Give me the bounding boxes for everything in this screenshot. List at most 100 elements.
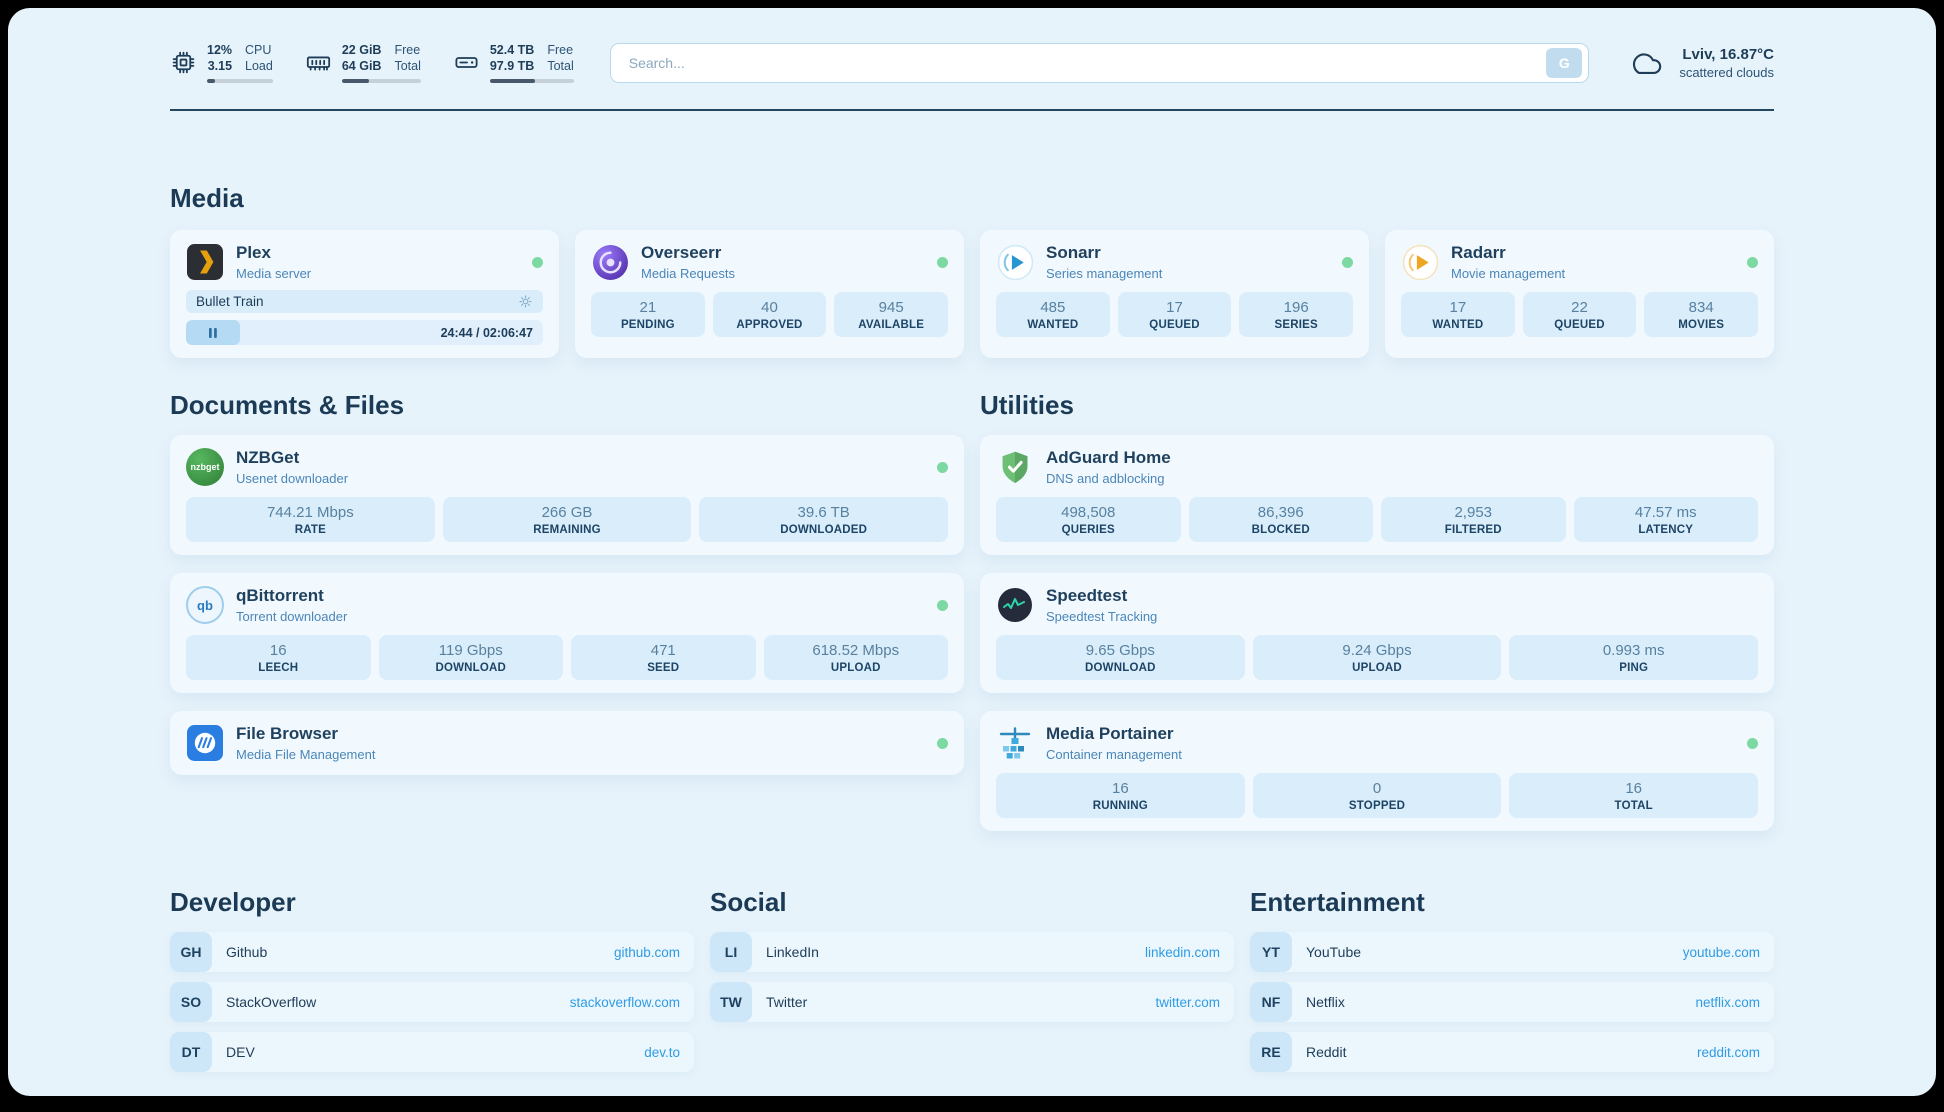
now-playing-title-row: Bullet Train bbox=[186, 290, 543, 313]
bookmark-twitter[interactable]: TW Twitter twitter.com bbox=[710, 982, 1234, 1022]
stat-label: FILTERED bbox=[1444, 524, 1502, 536]
ram-free: 22 GiB bbox=[341, 43, 382, 57]
speedtest-icon bbox=[996, 586, 1034, 624]
stat-box: 16 LEECH bbox=[186, 635, 371, 680]
stat-value: 618.52 Mbps bbox=[812, 642, 900, 659]
disk-icon bbox=[453, 49, 480, 76]
bookmark-abbr: SO bbox=[170, 982, 212, 1022]
stat-label: MOVIES bbox=[1678, 319, 1725, 331]
stat-label: PING bbox=[1619, 662, 1649, 674]
overseerr-card[interactable]: Overseerr Media Requests 21 PENDING 40 A… bbox=[575, 230, 964, 358]
status-dot bbox=[937, 599, 948, 611]
filebrowser-icon bbox=[186, 724, 224, 762]
stat-box: 0 STOPPED bbox=[1252, 773, 1502, 818]
stat-box: 40 APPROVED bbox=[712, 292, 827, 337]
stat-value: 0 bbox=[1372, 780, 1382, 797]
utilities-section-title: Utilities bbox=[980, 390, 1074, 420]
stat-label: LEECH bbox=[258, 662, 299, 674]
social-bookmarks: Social LI LinkedIn linkedin.com TW Twitt… bbox=[710, 887, 1234, 1072]
bookmark-github[interactable]: GH Github github.com bbox=[170, 932, 694, 972]
status-dot bbox=[1747, 737, 1758, 749]
portainer-icon bbox=[996, 724, 1034, 762]
bookmark-name: StackOverflow bbox=[226, 994, 317, 1010]
stat-box: 498,508 QUERIES bbox=[996, 497, 1181, 542]
stat-box: 9.24 Gbps UPLOAD bbox=[1252, 635, 1502, 680]
speedtest-card[interactable]: Speedtest Speedtest Tracking 9.65 Gbps D… bbox=[980, 573, 1774, 693]
stat-box: 17 QUEUED bbox=[1117, 292, 1232, 337]
qbittorrent-card[interactable]: qb qBittorrent Torrent downloader 16 LEE… bbox=[170, 573, 964, 693]
status-dot bbox=[1342, 256, 1353, 268]
sonarr-icon bbox=[996, 243, 1034, 281]
stat-label: STOPPED bbox=[1348, 800, 1406, 812]
nzbget-icon: nzbget bbox=[186, 448, 224, 486]
stat-value: 9.24 Gbps bbox=[1342, 642, 1412, 659]
search-input[interactable] bbox=[626, 53, 1547, 72]
playback-progress-bar[interactable]: 24:44 / 02:06:47 bbox=[186, 320, 543, 345]
app-name: Overseerr bbox=[641, 243, 722, 262]
portainer-card[interactable]: Media Portainer Container management 16 … bbox=[980, 711, 1774, 831]
app-subtitle: Usenet downloader bbox=[236, 471, 349, 486]
dashboard-screen: 12% 3.15 CPU Load bbox=[8, 8, 1936, 1096]
stat-label: QUERIES bbox=[1061, 524, 1115, 536]
bookmark-abbr: YT bbox=[1250, 932, 1292, 972]
bookmark-reddit[interactable]: RE Reddit reddit.com bbox=[1250, 1032, 1774, 1072]
status-dot bbox=[937, 256, 948, 268]
stat-box: 86,396 BLOCKED bbox=[1188, 497, 1373, 542]
bookmark-url: netflix.com bbox=[1695, 994, 1760, 1010]
bookmark-abbr: RE bbox=[1250, 1032, 1292, 1072]
stat-label: WANTED bbox=[1432, 319, 1484, 331]
cpu-bar bbox=[207, 79, 273, 83]
stat-box: 471 SEED bbox=[571, 635, 756, 680]
stat-label: UPLOAD bbox=[1352, 662, 1402, 674]
stat-value: 266 GB bbox=[541, 504, 593, 521]
bookmark-linkedin[interactable]: LI LinkedIn linkedin.com bbox=[710, 932, 1234, 972]
app-subtitle: Media server bbox=[236, 266, 312, 281]
bookmark-dev[interactable]: DT DEV dev.to bbox=[170, 1032, 694, 1072]
disk-free: 52.4 TB bbox=[489, 43, 535, 57]
bookmark-url: reddit.com bbox=[1696, 1044, 1760, 1060]
gear-icon[interactable] bbox=[518, 294, 533, 309]
bookmark-stackoverflow[interactable]: SO StackOverflow stackoverflow.com bbox=[170, 982, 694, 1022]
plex-card[interactable]: Plex Media server Bullet Train 24:44 / 0 bbox=[170, 230, 559, 358]
ram-bar bbox=[341, 79, 421, 83]
cpu-percent: 12% bbox=[207, 43, 233, 57]
bookmark-youtube[interactable]: YT YouTube youtube.com bbox=[1250, 932, 1774, 972]
ram-icon bbox=[305, 49, 332, 76]
media-section: Media Plex Media server Bullet Train bbox=[170, 183, 1774, 358]
stat-box: 945 AVAILABLE bbox=[834, 292, 949, 337]
bookmark-url: twitter.com bbox=[1155, 994, 1220, 1010]
stat-value: 2,953 bbox=[1454, 504, 1493, 521]
bookmark-netflix[interactable]: NF Netflix netflix.com bbox=[1250, 982, 1774, 1022]
stat-value: 47.57 ms bbox=[1634, 504, 1697, 521]
entertainment-section-title: Entertainment bbox=[1250, 887, 1425, 917]
adguard-icon bbox=[996, 448, 1034, 486]
stat-label: TOTAL bbox=[1614, 800, 1653, 812]
stat-box: 22 QUEUED bbox=[1522, 292, 1637, 337]
developer-section-title: Developer bbox=[170, 887, 296, 917]
stat-value: 21 bbox=[639, 299, 657, 316]
app-subtitle: Media File Management bbox=[236, 747, 376, 762]
nzbget-card[interactable]: nzbget NZBGet Usenet downloader 744.21 M… bbox=[170, 435, 964, 555]
filebrowser-card[interactable]: File Browser Media File Management bbox=[170, 711, 964, 775]
stat-label: BLOCKED bbox=[1251, 524, 1310, 536]
search-engine-button[interactable]: G bbox=[1546, 47, 1583, 78]
stat-box: 266 GB REMAINING bbox=[442, 497, 692, 542]
radarr-card[interactable]: Radarr Movie management 17 WANTED 22 QUE… bbox=[1385, 230, 1774, 358]
app-subtitle: Torrent downloader bbox=[236, 609, 348, 624]
stat-value: 119 Gbps bbox=[438, 642, 503, 659]
media-section-title: Media bbox=[170, 183, 244, 213]
stat-value: 9.65 Gbps bbox=[1085, 642, 1155, 659]
status-dot bbox=[1747, 256, 1758, 268]
nzbget-icon-text: nzbget bbox=[190, 462, 220, 472]
bookmark-abbr: GH bbox=[170, 932, 212, 972]
stat-value: 498,508 bbox=[1061, 504, 1116, 521]
app-name: Plex bbox=[236, 243, 271, 262]
stat-box: 39.6 TB DOWNLOADED bbox=[699, 497, 949, 542]
sonarr-card[interactable]: Sonarr Series management 485 WANTED 17 Q… bbox=[980, 230, 1369, 358]
social-section-title: Social bbox=[710, 887, 787, 917]
documents-section-title: Documents & Files bbox=[170, 390, 405, 420]
cpu-label-2: Load bbox=[245, 59, 273, 73]
stat-box: 47.57 ms LATENCY bbox=[1573, 497, 1758, 542]
stat-box: 485 WANTED bbox=[996, 292, 1110, 337]
adguard-card[interactable]: AdGuard Home DNS and adblocking 498,508 … bbox=[980, 435, 1774, 555]
